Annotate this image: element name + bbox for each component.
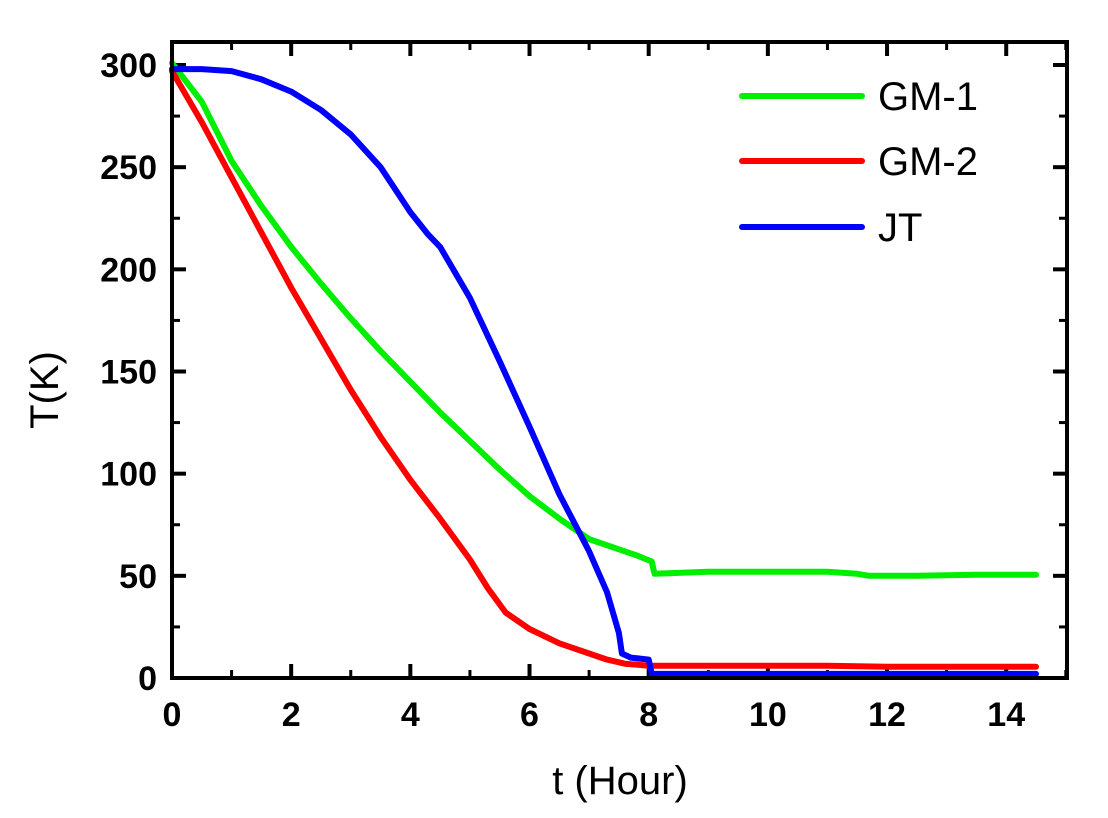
y-tick-label-200: 200 [100,251,157,289]
ticks-layer: 0 2 4 6 8 10 12 14 0 50 100 150 200 250 300 [100,42,1068,734]
series-line-gm1 [169,60,1039,579]
x-tick-label-14: 14 [987,696,1025,734]
x-tick-label-8: 8 [639,696,658,734]
y-tick-label-300: 300 [100,47,157,85]
series-layer [169,60,1039,677]
x-tick-label-4: 4 [401,696,420,734]
y-axis-label: T(K) [23,351,67,429]
y-tick-label-50: 50 [119,558,157,596]
series-line-jt [169,66,1039,677]
legend-label-jt: JT [878,206,922,250]
legend: GM-1 GM-2 JT [739,75,978,250]
y-tick-label-150: 150 [100,354,157,392]
x-tick-label-12: 12 [868,696,906,734]
x-tick-label-0: 0 [163,696,182,734]
y-tick-label-0: 0 [138,660,157,698]
x-tick-label-6: 6 [520,696,539,734]
x-tick-label-2: 2 [282,696,301,734]
legend-label-gm1: GM-1 [878,75,978,119]
plot-frame [170,40,1069,680]
y-tick-label-250: 250 [100,149,157,187]
y-tick-label-100: 100 [100,456,157,494]
series-line-gm2 [169,68,1039,670]
x-tick-label-10: 10 [749,696,787,734]
legend-label-gm2: GM-2 [878,140,978,184]
x-axis-label: t (Hour) [552,759,688,803]
